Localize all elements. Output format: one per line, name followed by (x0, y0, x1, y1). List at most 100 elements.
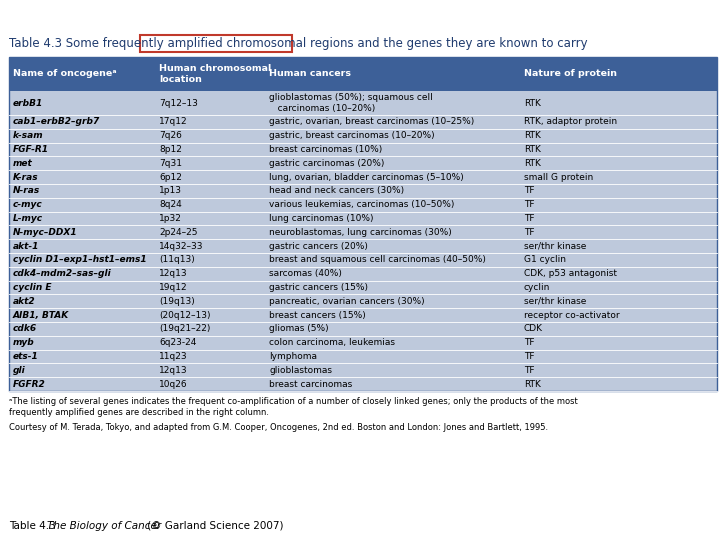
Bar (9, 253, 717, 267)
Text: 17q12: 17q12 (159, 117, 188, 126)
Text: akt-1: akt-1 (13, 241, 40, 251)
Text: sarcomas (40%): sarcomas (40%) (269, 269, 342, 278)
Text: cab1–erbB2–grb7: cab1–erbB2–grb7 (13, 117, 100, 126)
Text: myb: myb (13, 338, 35, 347)
Text: head and neck cancers (30%): head and neck cancers (30%) (269, 186, 404, 195)
Text: ets-1: ets-1 (13, 352, 39, 361)
Text: gli: gli (13, 366, 26, 375)
Text: (11q13): (11q13) (159, 255, 194, 265)
Text: breast carcinomas: breast carcinomas (269, 380, 352, 389)
Bar (9, 198, 717, 212)
Text: cyclin: cyclin (524, 283, 550, 292)
Text: c-myc: c-myc (13, 200, 42, 209)
Text: (19q13): (19q13) (159, 297, 194, 306)
Text: TF: TF (524, 200, 534, 209)
Text: FGF-R1: FGF-R1 (13, 145, 49, 154)
Text: 6q23-24: 6q23-24 (159, 338, 197, 347)
Text: Human chromosomal
location: Human chromosomal location (159, 64, 271, 84)
Text: gastric, ovarian, breast carcinomas (10–25%): gastric, ovarian, breast carcinomas (10–… (269, 117, 474, 126)
Text: TF: TF (524, 338, 534, 347)
Bar (9, 225, 717, 239)
Text: Name of oncogeneᵃ: Name of oncogeneᵃ (13, 70, 117, 78)
Text: small G protein: small G protein (524, 173, 593, 181)
Text: 10q26: 10q26 (159, 380, 188, 389)
Text: Table 4.3 Some frequently amplified chromosomal regions and the genes they are k: Table 4.3 Some frequently amplified chro… (9, 37, 588, 50)
Text: ser/thr kinase: ser/thr kinase (524, 241, 586, 251)
Text: TF: TF (524, 214, 534, 223)
Text: lung carcinomas (10%): lung carcinomas (10%) (269, 214, 374, 223)
Text: CDK, p53 antagonist: CDK, p53 antagonist (524, 269, 617, 278)
Text: Courtesy of M. Terada, Tokyo, and adapted from G.M. Cooper, Oncogenes, 2nd ed. B: Courtesy of M. Terada, Tokyo, and adapte… (9, 423, 548, 432)
Bar (9, 239, 717, 253)
Text: 7q31: 7q31 (159, 159, 182, 168)
Text: RTK: RTK (524, 98, 541, 107)
Bar (9, 129, 717, 143)
Text: FGFR2: FGFR2 (13, 380, 46, 389)
Text: k-sam: k-sam (13, 131, 44, 140)
Text: 1p32: 1p32 (159, 214, 182, 223)
Text: met: met (13, 159, 32, 168)
Text: akt2: akt2 (13, 297, 35, 306)
Text: colon carcinoma, leukemias: colon carcinoma, leukemias (269, 338, 395, 347)
Text: cdk4–mdm2–sas–gli: cdk4–mdm2–sas–gli (13, 269, 112, 278)
Text: The Biology of Cancer: The Biology of Cancer (47, 521, 161, 531)
Text: gastric cancers (15%): gastric cancers (15%) (269, 283, 368, 292)
Text: cyclin E: cyclin E (13, 283, 52, 292)
Bar (9, 294, 717, 308)
Bar (9, 91, 717, 115)
Text: pancreatic, ovarian cancers (30%): pancreatic, ovarian cancers (30%) (269, 297, 425, 306)
Text: cdk6: cdk6 (13, 325, 37, 333)
Text: gastric, breast carcinomas (10–20%): gastric, breast carcinomas (10–20%) (269, 131, 435, 140)
Text: ser/thr kinase: ser/thr kinase (524, 297, 586, 306)
Text: (19q21–22): (19q21–22) (159, 325, 210, 333)
Bar (9, 322, 717, 336)
Text: lymphoma: lymphoma (269, 352, 317, 361)
Text: 6p12: 6p12 (159, 173, 182, 181)
Bar (9, 363, 717, 377)
Text: 8p12: 8p12 (159, 145, 182, 154)
Text: glioblastomas: glioblastomas (269, 366, 332, 375)
Text: 12q13: 12q13 (159, 269, 188, 278)
Text: 8q24: 8q24 (159, 200, 181, 209)
Text: TF: TF (524, 186, 534, 195)
Text: RTK: RTK (524, 145, 541, 154)
Text: neuroblastomas, lung carcinomas (30%): neuroblastomas, lung carcinomas (30%) (269, 228, 451, 237)
Bar (9, 170, 717, 184)
Text: L-myc: L-myc (13, 214, 43, 223)
Text: gastric carcinomas (20%): gastric carcinomas (20%) (269, 159, 384, 168)
Text: G1 cyclin: G1 cyclin (524, 255, 566, 265)
Text: cyclin D1–exp1–hst1–ems1: cyclin D1–exp1–hst1–ems1 (13, 255, 147, 265)
Text: RTK, adaptor protein: RTK, adaptor protein (524, 117, 617, 126)
Text: (© Garland Science 2007): (© Garland Science 2007) (144, 521, 284, 531)
Bar (9, 184, 717, 198)
Bar (9, 157, 717, 170)
Text: 1p13: 1p13 (159, 186, 182, 195)
Text: CDK: CDK (524, 325, 543, 333)
Text: AIB1, BTAK: AIB1, BTAK (13, 310, 69, 320)
Text: RTK: RTK (524, 131, 541, 140)
Text: glioblastomas (50%); squamous cell
   carcinomas (10–20%): glioblastomas (50%); squamous cell carci… (269, 93, 433, 112)
Bar (9, 267, 717, 281)
Text: 7q12–13: 7q12–13 (159, 98, 198, 107)
Text: 12q13: 12q13 (159, 366, 188, 375)
Text: TF: TF (524, 366, 534, 375)
Text: (20q12–13): (20q12–13) (159, 310, 210, 320)
Text: erbB1: erbB1 (13, 98, 43, 107)
Bar (9, 115, 717, 129)
Text: ᵃThe listing of several genes indicates the frequent co-amplification of a numbe: ᵃThe listing of several genes indicates … (9, 397, 577, 417)
Bar (9, 212, 717, 225)
Text: various leukemias, carcinomas (10–50%): various leukemias, carcinomas (10–50%) (269, 200, 454, 209)
Bar (9, 308, 717, 322)
Text: RTK: RTK (524, 380, 541, 389)
Text: gliomas (5%): gliomas (5%) (269, 325, 328, 333)
Text: N-myc–DDX1: N-myc–DDX1 (13, 228, 78, 237)
Bar (9, 377, 717, 391)
Bar (140, 35, 292, 52)
Bar (9, 57, 717, 91)
Text: 19q12: 19q12 (159, 283, 188, 292)
Text: breast carcinomas (10%): breast carcinomas (10%) (269, 145, 382, 154)
Text: Nature of protein: Nature of protein (524, 70, 617, 78)
Text: 7q26: 7q26 (159, 131, 182, 140)
Bar (9, 143, 717, 157)
Text: 14q32–33: 14q32–33 (159, 241, 204, 251)
